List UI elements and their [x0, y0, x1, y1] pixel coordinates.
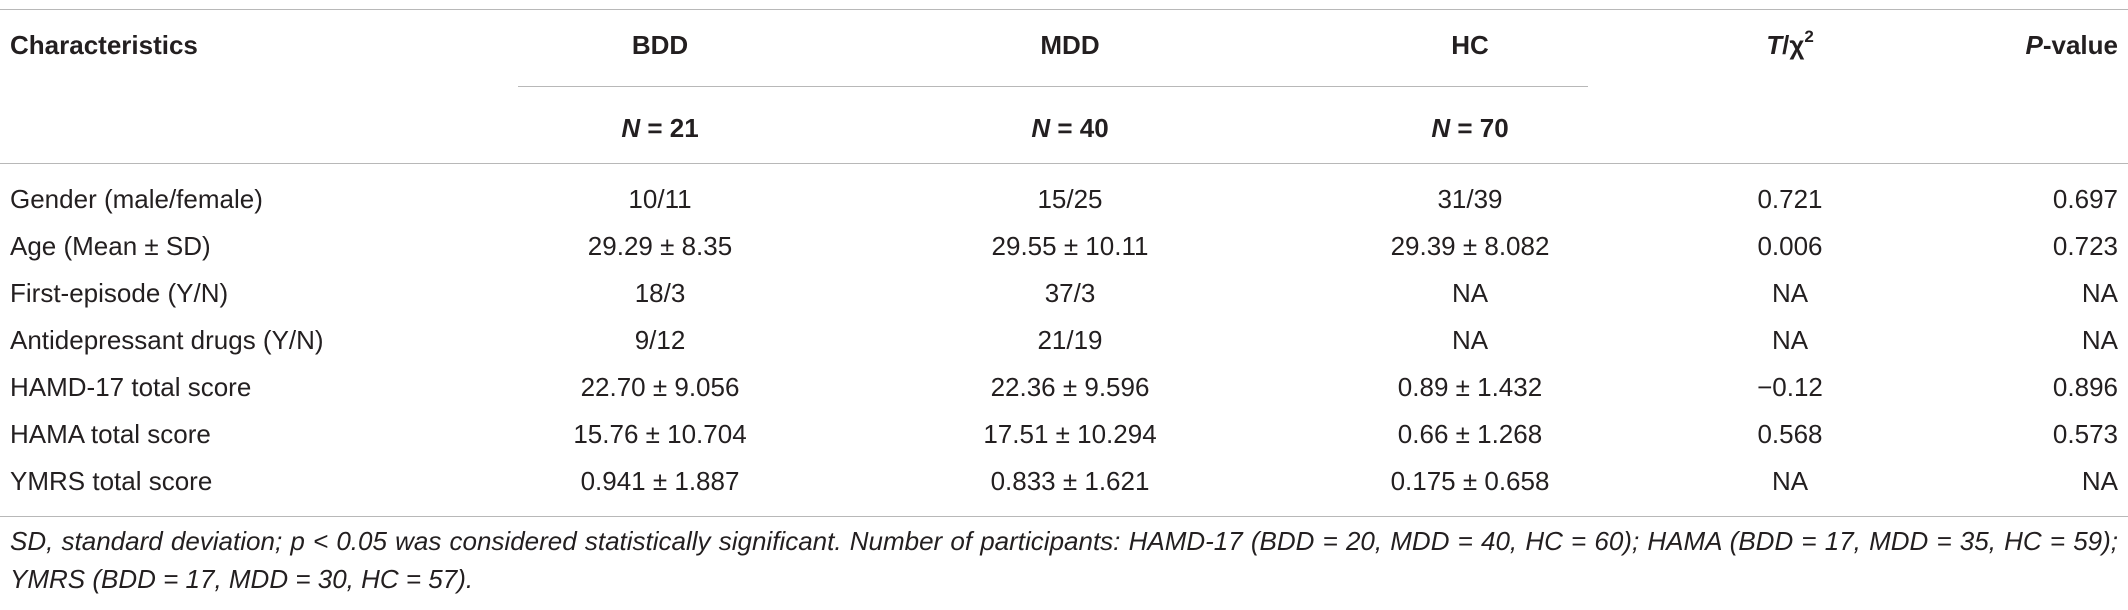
row-stat: NA — [1771, 325, 1809, 355]
header-p-value: P-value — [1900, 30, 2119, 60]
header-stat-sup: 2 — [1804, 27, 1814, 46]
row-bdd: 22.70 ± 9.056 — [580, 372, 740, 402]
header-p-italic: P — [2025, 30, 2043, 60]
row-bdd: 15.76 ± 10.704 — [573, 419, 747, 449]
header-mdd-n: N = 40 — [928, 113, 1212, 143]
row-mdd: 21/19 — [1037, 325, 1103, 355]
row-bdd: 9/12 — [634, 325, 686, 355]
row-label: HAMA total score — [10, 419, 211, 449]
table-bottom-rule — [0, 516, 2128, 517]
row-stat: NA — [1771, 466, 1809, 496]
row-stat: 0.721 — [1757, 184, 1823, 214]
row-mdd: 17.51 ± 10.294 — [983, 419, 1157, 449]
row-p: 0.723 — [2052, 231, 2118, 261]
row-hc: 0.175 ± 0.658 — [1390, 466, 1550, 496]
row-mdd: 22.36 ± 9.596 — [990, 372, 1150, 402]
row-label: Gender (male/female) — [10, 184, 263, 214]
row-p: NA — [2081, 325, 2118, 355]
table-top-rule — [0, 9, 2128, 10]
row-label: HAMD-17 total score — [10, 372, 252, 402]
row-p: 0.896 — [2052, 372, 2118, 402]
mdd-n-symbol: N — [1031, 113, 1051, 143]
mdd-n-value: = 40 — [1050, 113, 1109, 143]
header-characteristics: Characteristics — [10, 30, 198, 60]
row-stat: NA — [1771, 278, 1809, 308]
row-hc: NA — [1451, 278, 1489, 308]
row-p: NA — [2081, 466, 2118, 496]
row-hc: 31/39 — [1437, 184, 1503, 214]
table-footnote: SD, standard deviation; p < 0.05 was con… — [10, 526, 2118, 594]
bdd-n-value: = 21 — [640, 113, 699, 143]
row-hc: 29.39 ± 8.082 — [1390, 231, 1550, 261]
header-test-statistic: T/χ2 — [1690, 27, 1890, 60]
row-p: NA — [2081, 278, 2118, 308]
row-mdd: 29.55 ± 10.11 — [991, 231, 1149, 261]
row-hc: 0.89 ± 1.432 — [1397, 372, 1543, 402]
row-p: 0.573 — [2052, 419, 2118, 449]
header-stat-chi: /χ — [1782, 30, 1805, 60]
group-header-rule — [518, 86, 1588, 87]
row-hc: NA — [1451, 325, 1489, 355]
hc-n-symbol: N — [1431, 113, 1451, 143]
row-p: 0.697 — [2052, 184, 2118, 214]
header-bdd-n: N = 21 — [518, 113, 802, 143]
row-bdd: 29.29 ± 8.35 — [587, 231, 733, 261]
row-label: YMRS total score — [10, 466, 213, 496]
row-label: Age (Mean ± SD) — [10, 231, 211, 261]
row-mdd: 15/25 — [1037, 184, 1103, 214]
row-hc: 0.66 ± 1.268 — [1397, 419, 1543, 449]
row-label: First-episode (Y/N) — [10, 278, 229, 308]
row-stat: 0.568 — [1757, 419, 1823, 449]
row-mdd: 0.833 ± 1.621 — [990, 466, 1150, 496]
row-bdd: 0.941 ± 1.887 — [580, 466, 740, 496]
row-bdd: 18/3 — [634, 278, 686, 308]
header-p-rest: -value — [2042, 30, 2118, 60]
hc-n-value: = 70 — [1450, 113, 1509, 143]
row-bdd: 10/11 — [628, 184, 692, 214]
header-hc: HC — [1451, 30, 1489, 60]
bdd-n-symbol: N — [621, 113, 641, 143]
header-mdd: MDD — [1040, 30, 1100, 60]
header-stat-t: T — [1766, 30, 1783, 60]
row-label: Antidepressant drugs (Y/N) — [10, 325, 324, 355]
row-stat: 0.006 — [1757, 231, 1823, 261]
header-hc-n: N = 70 — [1330, 113, 1610, 143]
header-bottom-rule — [0, 163, 2128, 164]
row-stat: −0.12 — [1757, 372, 1823, 402]
row-mdd: 37/3 — [1044, 278, 1096, 308]
header-bdd: BDD — [631, 30, 689, 60]
